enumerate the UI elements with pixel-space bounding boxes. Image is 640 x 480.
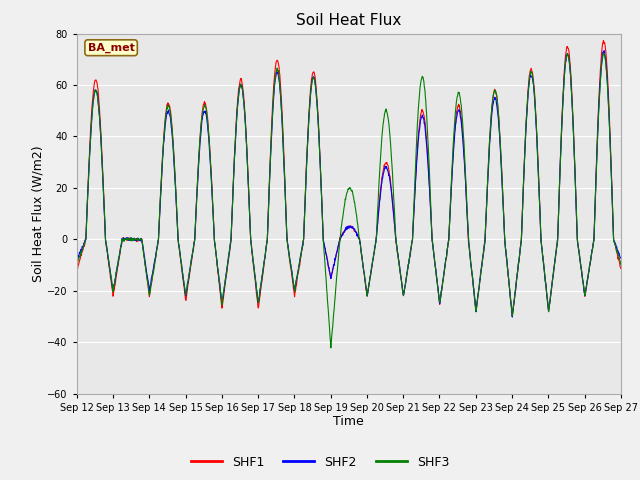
SHF1 bbox=[255, 303, 262, 309]
Title: Soil Heat Flux: Soil Heat Flux bbox=[296, 13, 401, 28]
SHF1 bbox=[508, 314, 516, 320]
Line: SHF3: SHF3 bbox=[77, 53, 621, 348]
SHF3 bbox=[194, 173, 202, 179]
SHF1 bbox=[433, 279, 441, 285]
SHF3 bbox=[505, 275, 513, 280]
SHF3 bbox=[255, 299, 262, 304]
SHF3 bbox=[73, 262, 81, 267]
SHF2 bbox=[504, 273, 512, 278]
SHF3 bbox=[327, 345, 335, 351]
SHF3 bbox=[180, 285, 188, 290]
Line: SHF2: SHF2 bbox=[77, 50, 621, 317]
Y-axis label: Soil Heat Flux (W/m2): Soil Heat Flux (W/m2) bbox=[31, 145, 45, 282]
SHF3 bbox=[434, 282, 442, 288]
SHF1 bbox=[617, 265, 625, 271]
Legend: SHF1, SHF2, SHF3: SHF1, SHF2, SHF3 bbox=[186, 451, 454, 474]
X-axis label: Time: Time bbox=[333, 415, 364, 429]
SHF3 bbox=[617, 262, 625, 267]
SHF1 bbox=[180, 289, 188, 295]
SHF3 bbox=[600, 50, 607, 56]
SHF2 bbox=[433, 277, 441, 283]
SHF1 bbox=[553, 244, 561, 250]
SHF2 bbox=[617, 255, 625, 261]
SHF1 bbox=[194, 172, 202, 178]
SHF1 bbox=[504, 271, 512, 277]
Text: BA_met: BA_met bbox=[88, 43, 134, 53]
SHF2 bbox=[553, 245, 561, 251]
SHF2 bbox=[194, 177, 202, 182]
SHF2 bbox=[73, 257, 81, 263]
Line: SHF1: SHF1 bbox=[77, 40, 621, 317]
SHF2 bbox=[255, 298, 262, 304]
SHF3 bbox=[553, 247, 561, 252]
SHF1 bbox=[600, 37, 607, 43]
SHF1 bbox=[73, 266, 81, 272]
SHF2 bbox=[180, 284, 188, 290]
SHF2 bbox=[600, 48, 608, 53]
SHF2 bbox=[508, 314, 516, 320]
